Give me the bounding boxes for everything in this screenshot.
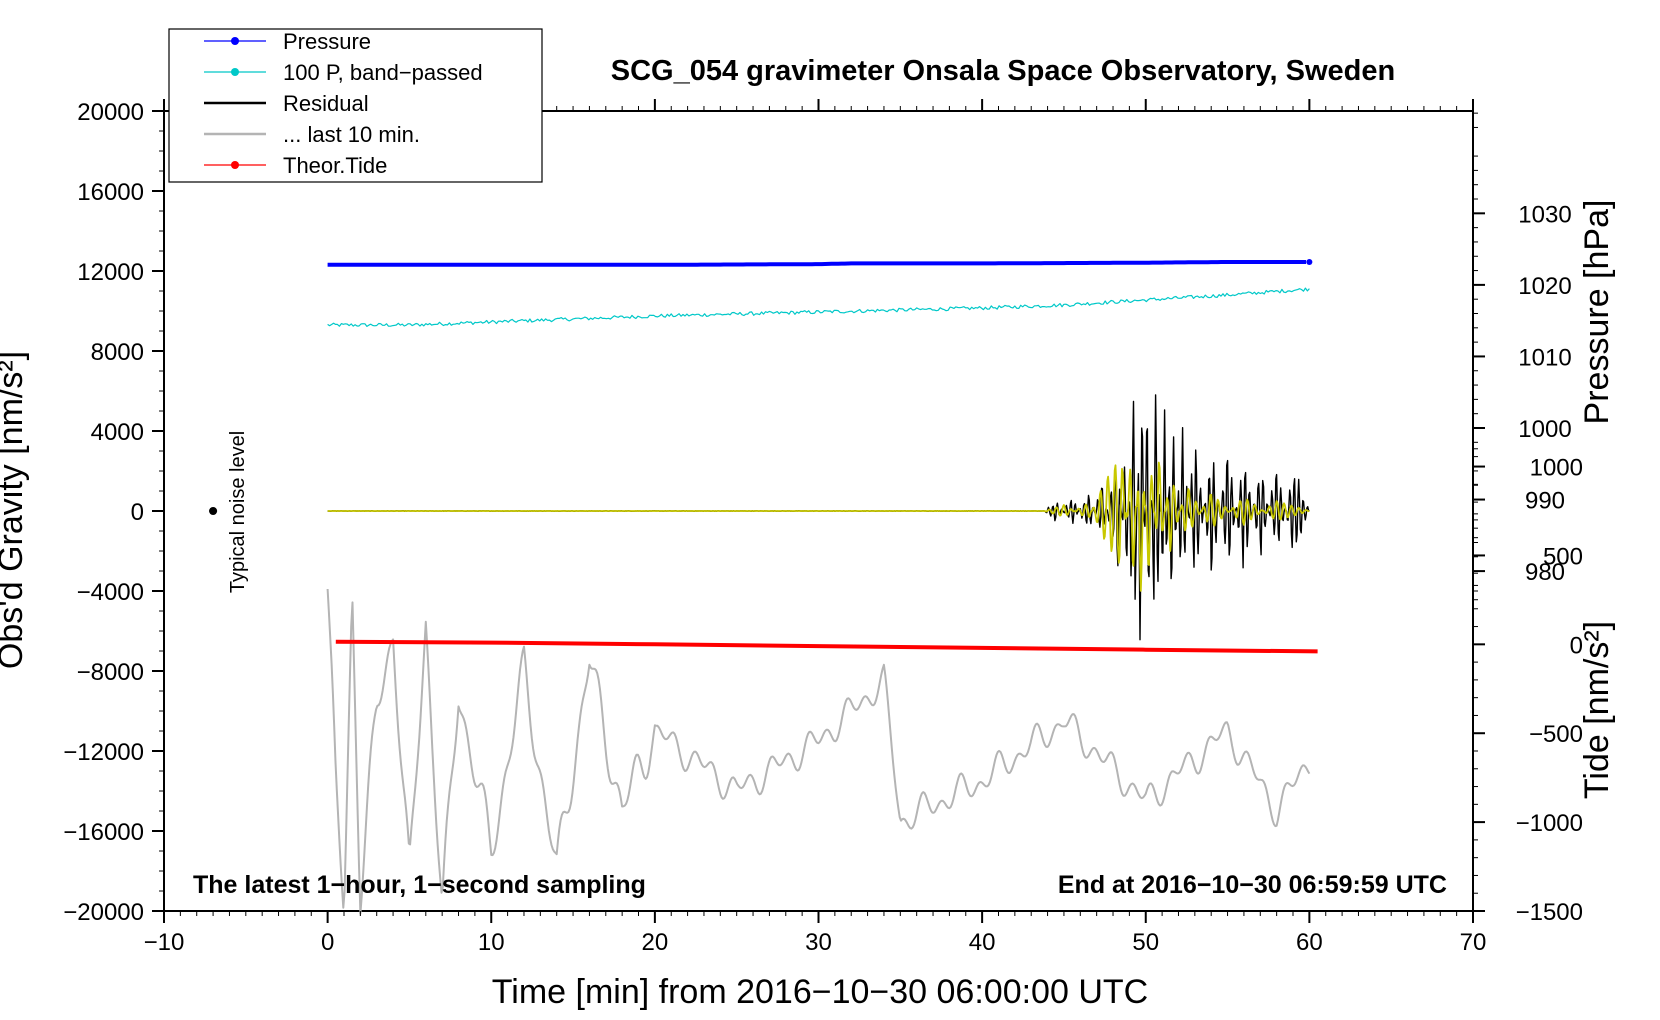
tide-tick-label: 500 xyxy=(1543,543,1583,570)
tide-tick-label: 1000 xyxy=(1530,455,1583,482)
y-tick-label: 8000 xyxy=(91,339,144,366)
pressure-axis: 980 990 1000 1010 1020 1030 xyxy=(1473,112,1572,601)
filtered-residual-line xyxy=(327,461,1310,592)
legend-marker xyxy=(231,37,239,45)
x-tick-label: 40 xyxy=(969,929,996,956)
y-tick-label: −8000 xyxy=(77,659,144,686)
legend-label: Residual xyxy=(283,91,369,116)
x-tick-label: 50 xyxy=(1132,929,1159,956)
x-tick-label: 0 xyxy=(321,929,334,956)
x-tick-label: 60 xyxy=(1296,929,1323,956)
noise-marker-layer xyxy=(209,507,218,515)
x-tick-label: 70 xyxy=(1460,929,1487,956)
noise-level-point xyxy=(209,507,218,515)
filtered-residual-layer xyxy=(327,461,1310,592)
end-time-note: End at 2016−10−30 06:59:59 UTC xyxy=(1058,871,1447,899)
tide-tick-label: −1000 xyxy=(1516,810,1583,837)
noise-level-label: Typical noise level xyxy=(227,431,249,593)
pressure-tick-label: 1030 xyxy=(1518,201,1571,228)
pressure-tick-label: 1000 xyxy=(1518,416,1571,443)
pressure-axis-title: Pressure [hPa] xyxy=(1578,200,1616,425)
legend-marker xyxy=(231,161,239,169)
pressure-line xyxy=(327,260,1307,267)
y-tick-label: 0 xyxy=(131,499,144,526)
pressure-tick-label: 990 xyxy=(1525,488,1565,515)
tide-tick-label: −1500 xyxy=(1516,899,1583,926)
theor-tide-layer xyxy=(335,639,1318,654)
tide-tick-label: −500 xyxy=(1529,721,1583,748)
pressure-tick-label: 1020 xyxy=(1518,273,1571,300)
legend-label: ... last 10 min. xyxy=(283,122,420,147)
y-tick-label: 16000 xyxy=(77,179,144,206)
last-10-min-layer xyxy=(326,588,1311,915)
pressure-end-marker xyxy=(1306,258,1313,265)
legend-box xyxy=(168,28,543,183)
theor-tide-line xyxy=(335,639,1318,654)
left-y-axis: −20000 −16000 −12000 −8000 −4000 0 4000 8000 120… xyxy=(63,99,164,926)
y-tick-label: −4000 xyxy=(77,579,144,606)
pressure-tick-label: 980 xyxy=(1525,559,1565,586)
y-tick-label: −16000 xyxy=(63,819,144,846)
last-10-min-line xyxy=(326,588,1311,915)
x-tick-label: −10 xyxy=(144,929,185,956)
x-tick-label: 10 xyxy=(478,929,505,956)
legend: Pressure 100 P, band−passed Residual ... la… xyxy=(168,28,543,183)
bandpassed-pressure-line xyxy=(327,287,1310,327)
sampling-note: The latest 1−hour, 1−second sampling xyxy=(193,871,646,899)
x-axis-title: Time [min] from 2016−10−30 06:00:00 UTC xyxy=(492,973,1148,1011)
tide-tick-label: 0 xyxy=(1570,632,1583,659)
y-tick-label: −20000 xyxy=(63,899,144,926)
x-tick-label: 30 xyxy=(805,929,832,956)
y-tick-label: 4000 xyxy=(91,419,144,446)
chart-title: SCG_054 gravimeter Onsala Space Observat… xyxy=(611,55,1395,87)
legend-label: Pressure xyxy=(283,29,371,54)
tide-axis: −1500 −1000 −500 0 500 1000 xyxy=(1473,448,1583,926)
bandpassed-pressure-layer xyxy=(327,287,1310,327)
tide-axis-title: Tide [nm/s²] xyxy=(1578,621,1616,799)
pressure-tick-label: 1010 xyxy=(1518,344,1571,371)
legend-marker xyxy=(231,68,239,76)
y-tick-label: 20000 xyxy=(77,99,144,126)
x-axis: −10 0 10 20 30 40 50 60 70 xyxy=(144,99,1487,956)
legend-label: 100 P, band−passed xyxy=(283,60,483,85)
legend-label: Theor.Tide xyxy=(283,153,387,178)
y-tick-label: −12000 xyxy=(63,739,144,766)
pressure-layer xyxy=(327,258,1313,267)
left-y-axis-title: Obs'd Gravity [nm/s²] xyxy=(0,351,30,669)
y-tick-label: 12000 xyxy=(77,259,144,286)
x-tick-label: 20 xyxy=(642,929,669,956)
